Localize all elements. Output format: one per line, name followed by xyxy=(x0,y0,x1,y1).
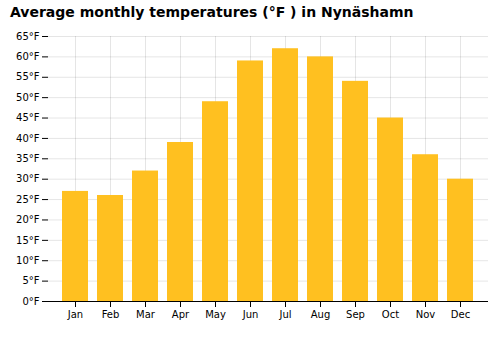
svg-text:55°F: 55°F xyxy=(16,71,40,82)
svg-text:Jan: Jan xyxy=(67,309,83,320)
svg-text:45°F: 45°F xyxy=(16,112,40,123)
svg-text:65°F: 65°F xyxy=(16,31,40,42)
svg-text:50°F: 50°F xyxy=(16,92,40,103)
svg-text:Feb: Feb xyxy=(102,309,120,320)
svg-text:0°F: 0°F xyxy=(22,296,39,307)
svg-text:Oct: Oct xyxy=(382,309,399,320)
svg-text:10°F: 10°F xyxy=(16,255,40,266)
svg-text:20°F: 20°F xyxy=(16,214,40,225)
svg-text:May: May xyxy=(205,309,226,320)
svg-text:Jun: Jun xyxy=(242,309,259,320)
svg-text:5°F: 5°F xyxy=(22,275,39,286)
svg-text:40°F: 40°F xyxy=(16,133,40,144)
svg-text:Aug: Aug xyxy=(311,309,331,320)
html-text:Average monthly temperatures (: Average monthly temperatures (°F ) in Ny… xyxy=(10,4,414,20)
svg-text:Apr: Apr xyxy=(172,309,190,320)
svg-text:Mar: Mar xyxy=(136,309,156,320)
svg-text:35°F: 35°F xyxy=(16,153,40,164)
svg-text:30°F: 30°F xyxy=(16,173,40,184)
svg-text:15°F: 15°F xyxy=(16,235,40,246)
svg-text:60°F: 60°F xyxy=(16,51,40,62)
svg-text:Sep: Sep xyxy=(346,309,365,320)
svg-text:Jul: Jul xyxy=(278,309,291,320)
svg-text:25°F: 25°F xyxy=(16,194,40,205)
svg-text:Nov: Nov xyxy=(416,309,436,320)
svg-text:Dec: Dec xyxy=(451,309,470,320)
